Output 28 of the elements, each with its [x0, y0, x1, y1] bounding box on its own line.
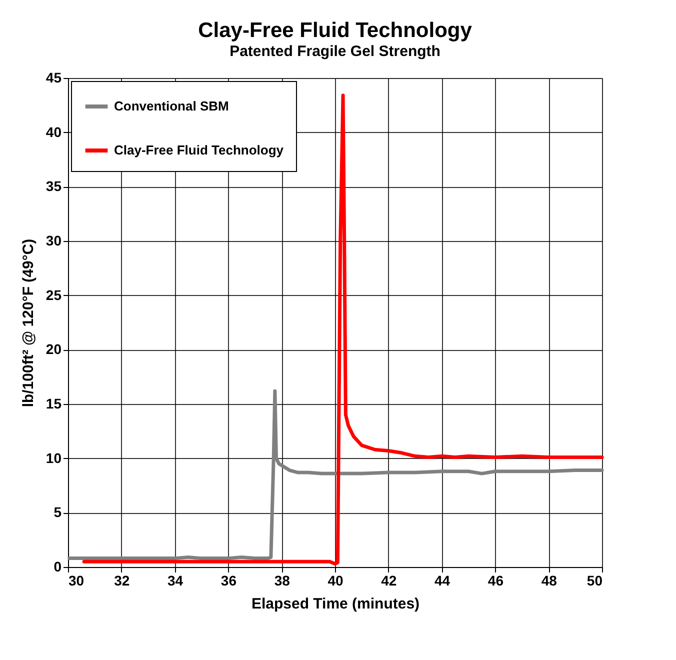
- y-tick-label: 45: [46, 70, 62, 86]
- chart-subtitle: Patented Fragile Gel Strength: [230, 43, 440, 60]
- x-tick-label: 48: [541, 572, 558, 588]
- legend-label: Conventional SBM: [114, 98, 229, 114]
- x-axis-title: Elapsed Time (minutes): [251, 596, 420, 612]
- x-tick-label: 30: [68, 572, 84, 588]
- line-series: [82, 94, 604, 566]
- x-tick-label: 36: [220, 572, 237, 588]
- chart-title: Clay-Free Fluid Technology: [198, 19, 472, 42]
- x-tick-label: 32: [114, 572, 130, 588]
- x-tick-label: 40: [328, 572, 344, 588]
- y-tick-label: 15: [46, 396, 62, 412]
- y-axis-title: lb/100ft² @ 120°F (49°C): [20, 238, 37, 408]
- y-tick-label: 5: [54, 504, 62, 520]
- y-tick-label: 40: [46, 124, 62, 140]
- y-tick-label: 20: [46, 341, 62, 358]
- x-tick-label: 46: [488, 572, 504, 588]
- x-tick-label: 34: [168, 572, 184, 588]
- y-tick-label: 35: [46, 178, 62, 194]
- y-tick-label: 25: [46, 286, 62, 303]
- legend-label: Clay-Free Fluid Technology: [114, 142, 284, 158]
- y-tick-label: 30: [46, 232, 62, 248]
- x-tick-label: 44: [434, 572, 450, 588]
- x-tick-label: 38: [274, 572, 290, 588]
- x-tick-label: 42: [381, 572, 397, 588]
- y-tick-label: 0: [54, 558, 62, 574]
- x-tick-label: 50: [586, 572, 603, 588]
- y-tick-label: 10: [46, 450, 62, 466]
